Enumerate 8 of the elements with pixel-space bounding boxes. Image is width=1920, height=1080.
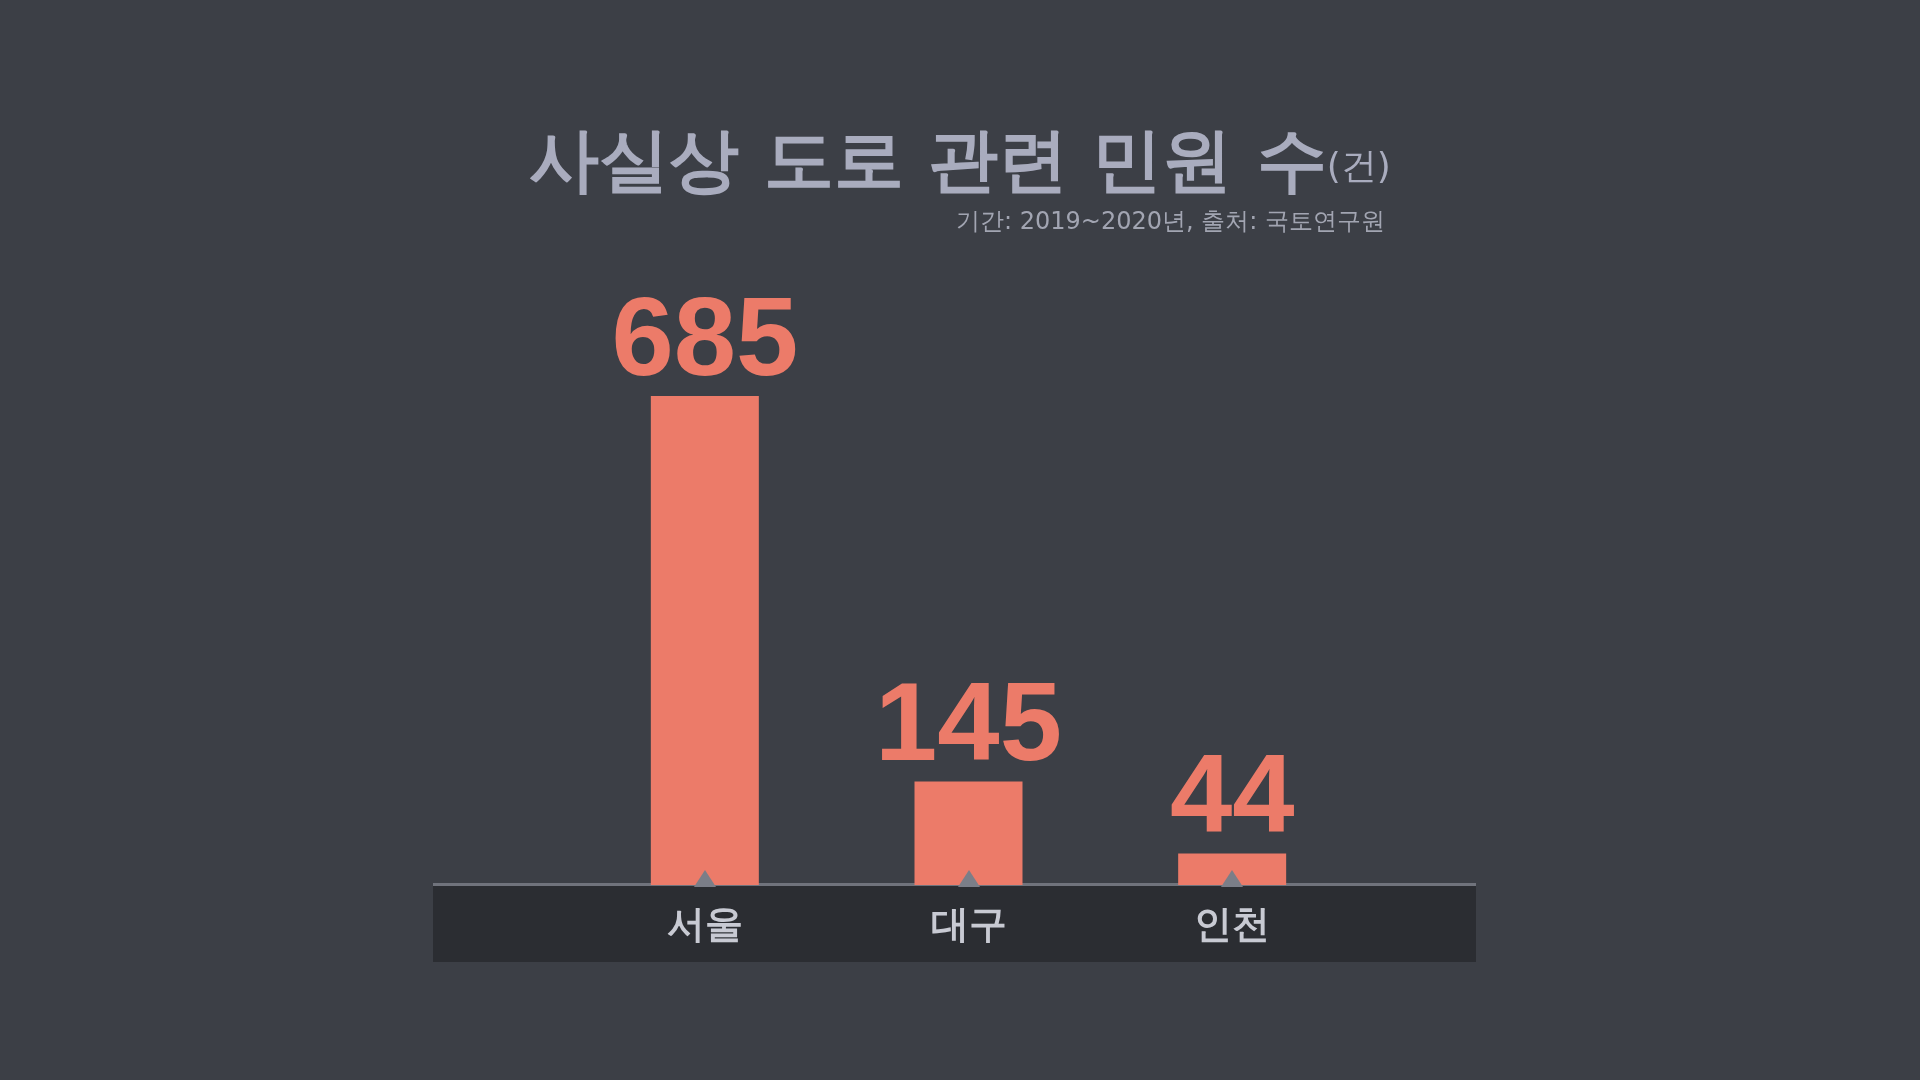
chart-title: 사실상 도로 관련 민원 수(건)	[529, 119, 1391, 201]
x-tick-label: 대구	[930, 902, 1007, 946]
x-tick-label: 서울	[666, 902, 743, 946]
chart-subtitle: 기간: 2019~2020년, 출처: 국토연구원	[956, 207, 1385, 235]
x-tick-label: 인천	[1194, 902, 1271, 946]
data-label: 685	[611, 273, 799, 399]
data-label: 145	[875, 658, 1062, 784]
data-label: 44	[1169, 731, 1295, 857]
